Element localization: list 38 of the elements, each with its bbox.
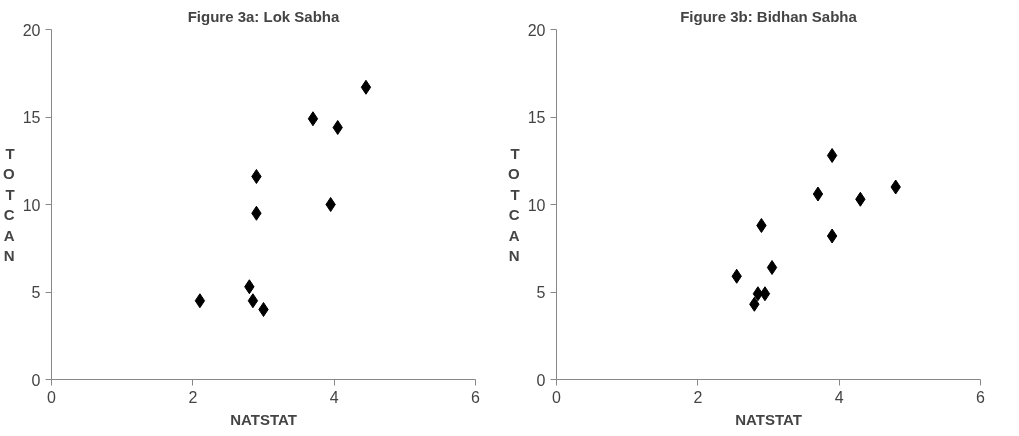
x-tick-label: 4 — [329, 388, 339, 406]
x-tick-label: 0 — [552, 388, 562, 406]
point — [251, 169, 262, 184]
point — [360, 79, 372, 95]
y-tick-label: 10 — [22, 196, 41, 214]
y-tick-label: 5 — [536, 284, 546, 301]
point — [826, 228, 838, 244]
y-tick-label: 10 — [527, 196, 546, 214]
point — [332, 120, 343, 135]
chart-title: Figure 3a: Lok Sabha — [187, 7, 341, 25]
point — [826, 148, 838, 163]
y-tick-label: 5 — [31, 284, 41, 301]
x-tick-label: 4 — [834, 388, 844, 406]
y-axis-title: TOTCAN — [3, 145, 16, 264]
point — [247, 293, 259, 309]
point — [756, 218, 767, 233]
x-tick-label: 6 — [976, 388, 986, 406]
point — [325, 197, 336, 212]
point — [766, 260, 778, 275]
x-axis-title: NATSTAT — [230, 410, 297, 428]
chart-title: Figure 3b: Bidhan Sabha — [680, 7, 858, 25]
y-tick-label: 15 — [22, 109, 41, 126]
point — [812, 186, 824, 202]
y-tick-label: 0 — [31, 371, 41, 389]
y-tick-label: 15 — [527, 109, 546, 126]
point — [307, 111, 319, 127]
x-tick-label: 0 — [47, 388, 57, 406]
x-tick-label: 2 — [188, 388, 198, 406]
point — [258, 302, 269, 317]
x-axis-title: NATSTAT — [735, 410, 802, 428]
x-tick-label: 2 — [693, 388, 703, 406]
y-tick-label: 20 — [22, 21, 41, 39]
point — [194, 293, 206, 309]
x-tick-label: 6 — [471, 388, 481, 406]
point — [759, 286, 771, 302]
y-axis-title: TOTCAN — [508, 145, 521, 264]
y-tick-label: 0 — [536, 371, 546, 389]
y-tick-label: 20 — [527, 21, 546, 39]
